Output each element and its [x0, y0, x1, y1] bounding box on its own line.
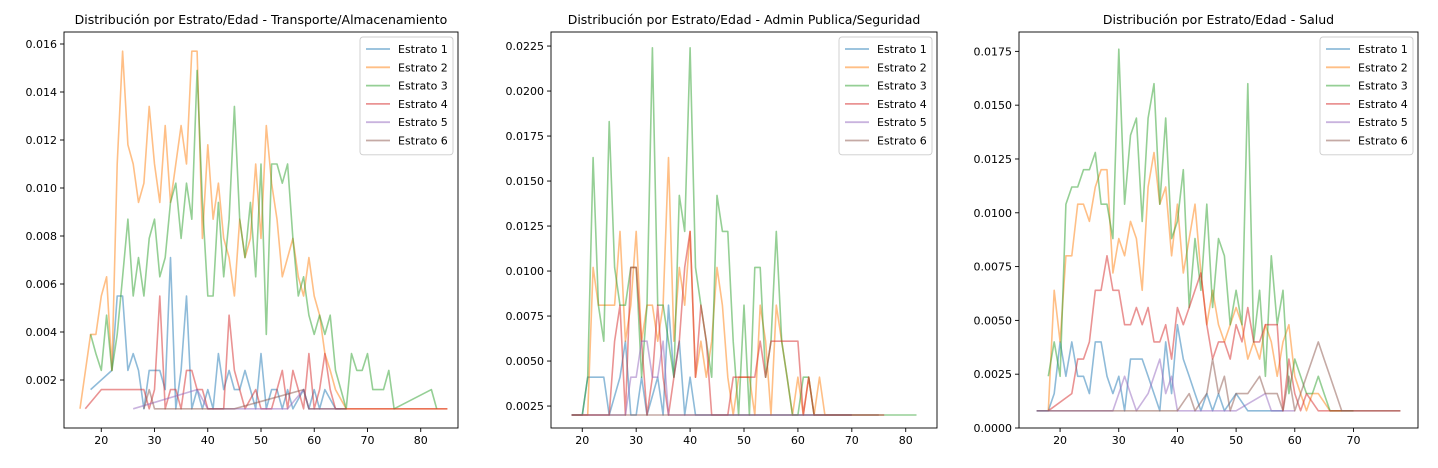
x-tick-label: 30: [148, 434, 162, 447]
y-tick-label: 0.0125: [506, 220, 545, 233]
y-tick-label: 0.006: [26, 278, 58, 291]
series-line-estrato-4: [1047, 255, 1401, 412]
y-tick-label: 0.0075: [974, 261, 1013, 274]
x-tick-label: 50: [254, 434, 268, 447]
y-tick-label: 0.0150: [974, 99, 1013, 112]
chart-panel-3: Distribución por Estrato/Edad - Salud 20 3…: [974, 12, 1419, 447]
series-line-estrato-2: [79, 50, 448, 410]
x-tick-label: 50: [1229, 434, 1243, 447]
series-line-estrato-4: [84, 295, 448, 410]
series-line-estrato-1: [1036, 323, 1283, 412]
series-line-estrato-6: [1036, 341, 1401, 412]
y-tick-label: 0.0025: [506, 400, 545, 413]
chart-title: Distribución por Estrato/Edad - Admin Pu…: [568, 12, 921, 27]
legend-label-estrato-6: Estrato 6: [1358, 135, 1408, 148]
series-line-estrato-5: [1036, 358, 1295, 412]
y-tick-label: 0.0175: [974, 45, 1013, 58]
y-tick-label: 0.0200: [506, 85, 545, 98]
x-tick-label: 20: [1053, 434, 1067, 447]
chart-title: Distribución por Estrato/Edad - Transpor…: [75, 12, 448, 27]
series-group: [1036, 48, 1401, 412]
legend-label-estrato-5: Estrato 5: [1358, 116, 1408, 129]
legend-label-estrato-6: Estrato 6: [398, 135, 448, 148]
legend-label-estrato-4: Estrato 4: [877, 98, 927, 111]
legend-label-estrato-2: Estrato 2: [877, 61, 927, 74]
x-tick-label: 20: [94, 434, 108, 447]
y-tick-label: 0.0125: [974, 153, 1013, 166]
legend-label-estrato-1: Estrato 1: [1358, 43, 1408, 56]
y-tick-label: 0.016: [26, 38, 58, 51]
legend-label-estrato-4: Estrato 4: [1358, 98, 1408, 111]
y-tick-label: 0.0050: [506, 355, 545, 368]
x-tick-label: 70: [360, 434, 374, 447]
x-tick-label: 60: [307, 434, 321, 447]
y-tick-label: 0.0175: [506, 130, 545, 143]
legend-label-estrato-1: Estrato 1: [398, 43, 448, 56]
legend-label-estrato-2: Estrato 2: [398, 61, 448, 74]
legend-label-estrato-4: Estrato 4: [398, 98, 448, 111]
y-tick-label: 0.0225: [506, 40, 545, 53]
series-line-estrato-3: [89, 69, 438, 410]
x-tick-label: 30: [1112, 434, 1126, 447]
x-tick-label: 40: [1170, 434, 1184, 447]
series-line-estrato-1: [90, 256, 347, 410]
x-tick-label: 80: [414, 434, 428, 447]
legend: Estrato 1 Estrato 2 Estrato 3 Estrato 4 Estr…: [1319, 36, 1414, 156]
y-tick-label: 0.0100: [506, 265, 545, 278]
series-line-estrato-3: [1047, 48, 1354, 412]
legend: Estrato 1 Estrato 2 Estrato 3 Estrato 4 Estr…: [359, 36, 454, 156]
series-group: [79, 50, 448, 410]
y-tick-label: 0.0025: [974, 368, 1013, 381]
x-tick-label: 40: [201, 434, 215, 447]
y-tick-label: 0.0150: [506, 175, 545, 188]
legend-label-estrato-5: Estrato 5: [398, 116, 448, 129]
x-tick-label: 60: [1288, 434, 1302, 447]
y-tick-label: 0.0000: [974, 422, 1013, 435]
chart-panel-1: Distribución por Estrato/Edad - Transpor…: [26, 12, 459, 447]
x-tick-label: 40: [683, 434, 697, 447]
y-tick-label: 0.004: [26, 326, 58, 339]
y-tick-label: 0.014: [26, 86, 58, 99]
chart-panel-2: Distribución por Estrato/Edad - Admin Pu…: [506, 12, 938, 447]
y-tick-label: 0.008: [26, 230, 58, 243]
series-group: [571, 46, 917, 416]
legend-label-estrato-3: Estrato 3: [398, 80, 448, 93]
y-tick-label: 0.012: [26, 134, 58, 147]
legend-label-estrato-1: Estrato 1: [877, 43, 927, 56]
legend-label-estrato-3: Estrato 3: [1358, 80, 1408, 93]
x-tick-label: 80: [899, 434, 913, 447]
axes-frame: [1018, 31, 1419, 429]
y-tick-label: 0.002: [26, 374, 58, 387]
y-tick-label: 0.0075: [506, 310, 545, 323]
x-tick-label: 30: [629, 434, 643, 447]
series-line-estrato-6: [143, 388, 347, 410]
x-tick-label: 20: [575, 434, 589, 447]
x-tick-label: 70: [845, 434, 859, 447]
y-tick-label: 0.0050: [974, 314, 1013, 327]
legend: Estrato 1 Estrato 2 Estrato 3 Estrato 4 Estr…: [838, 36, 933, 156]
x-tick-label: 50: [737, 434, 751, 447]
y-tick-label: 0.0100: [974, 207, 1013, 220]
legend-label-estrato-6: Estrato 6: [877, 135, 927, 148]
legend-label-estrato-5: Estrato 5: [877, 116, 927, 129]
legend-label-estrato-3: Estrato 3: [877, 80, 927, 93]
legend-label-estrato-2: Estrato 2: [1358, 61, 1408, 74]
y-tick-label: 0.010: [26, 182, 58, 195]
x-tick-label: 70: [1346, 434, 1360, 447]
chart-title: Distribución por Estrato/Edad - Salud: [1103, 12, 1334, 27]
series-line-estrato-2: [1047, 151, 1342, 412]
x-tick-label: 60: [791, 434, 805, 447]
